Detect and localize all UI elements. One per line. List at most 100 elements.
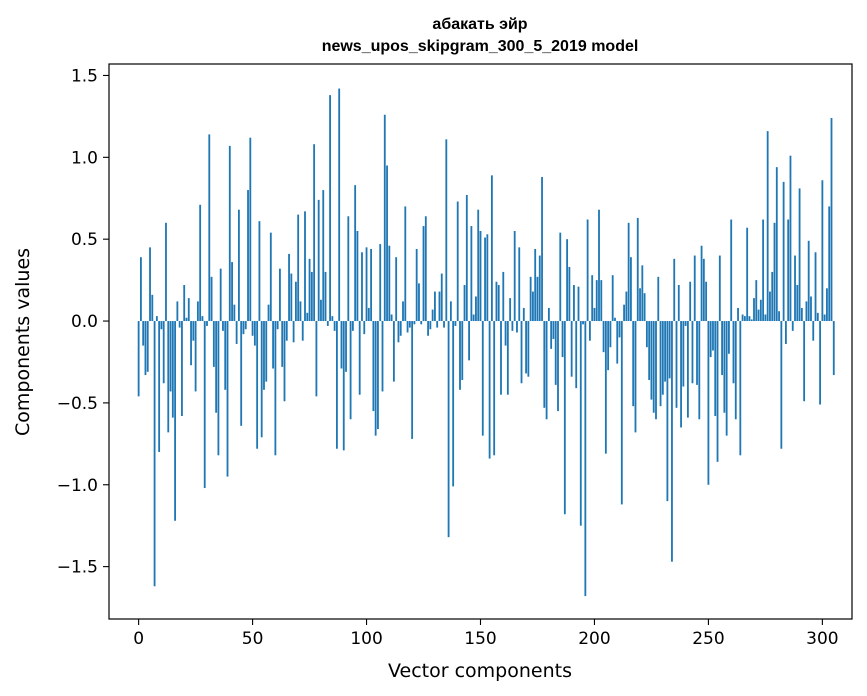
bar xyxy=(538,255,541,322)
bar xyxy=(281,321,284,367)
bar xyxy=(737,307,739,322)
bar xyxy=(144,321,147,376)
bar xyxy=(436,321,439,328)
bar xyxy=(304,211,306,322)
bar xyxy=(652,321,655,413)
bar xyxy=(666,321,669,502)
bar xyxy=(509,298,512,322)
bar xyxy=(256,321,259,449)
bar xyxy=(543,321,546,408)
bar xyxy=(732,321,735,384)
bar xyxy=(664,321,667,382)
bar xyxy=(689,281,692,322)
bar xyxy=(493,321,496,456)
bar xyxy=(151,294,154,322)
bar xyxy=(696,321,698,385)
bar xyxy=(290,273,293,322)
bar xyxy=(349,321,352,420)
x-tick-label: 200 xyxy=(578,629,610,649)
bar xyxy=(470,226,473,322)
bar xyxy=(488,321,491,459)
y-tick-label: 0.5 xyxy=(71,230,98,250)
bar xyxy=(527,321,530,377)
bar xyxy=(320,299,322,322)
bar xyxy=(712,321,714,351)
bar xyxy=(673,258,676,322)
bar xyxy=(725,321,728,436)
bar xyxy=(627,222,630,322)
bar xyxy=(529,276,532,322)
bar xyxy=(365,247,368,322)
bar xyxy=(406,321,409,333)
bar xyxy=(607,321,610,371)
bar xyxy=(816,312,819,322)
bar xyxy=(137,321,140,397)
bar xyxy=(146,321,149,372)
bar xyxy=(399,321,402,336)
chart-subtitle: news_upos_skipgram_300_5_2019 model xyxy=(322,38,639,55)
bar xyxy=(623,304,625,322)
x-tick-label: 300 xyxy=(806,629,838,649)
y-tick-label: −1.0 xyxy=(57,476,98,496)
bar xyxy=(222,321,224,331)
bar xyxy=(634,321,637,433)
bar xyxy=(830,118,833,322)
bar xyxy=(707,321,710,485)
bar xyxy=(675,321,678,408)
bar xyxy=(238,209,240,322)
bar xyxy=(431,309,434,322)
bar xyxy=(279,268,281,322)
chart-title: абакать эйр xyxy=(432,16,527,33)
bar xyxy=(739,321,742,456)
bar xyxy=(276,321,279,330)
bar xyxy=(520,321,523,384)
bar xyxy=(691,321,694,384)
bar xyxy=(155,316,158,322)
bar xyxy=(242,321,245,335)
bar xyxy=(743,316,746,322)
bar xyxy=(358,321,361,395)
bar xyxy=(427,321,429,336)
bar xyxy=(586,219,589,322)
bar xyxy=(292,321,295,343)
bar xyxy=(370,249,373,322)
bar xyxy=(415,249,418,322)
bar xyxy=(224,321,227,390)
bar xyxy=(445,139,448,322)
bar xyxy=(600,280,603,322)
bar xyxy=(778,311,780,322)
bar xyxy=(185,317,188,322)
bar xyxy=(249,137,252,322)
bar xyxy=(632,321,635,407)
bar xyxy=(769,291,771,322)
bar xyxy=(468,321,471,361)
bar xyxy=(497,285,500,322)
bar xyxy=(630,257,632,322)
bar xyxy=(604,321,607,454)
bar xyxy=(625,291,628,322)
bar xyxy=(561,321,564,358)
bar xyxy=(771,271,774,322)
bar xyxy=(167,321,170,433)
bar xyxy=(828,206,831,322)
bar xyxy=(477,209,480,322)
bar xyxy=(686,321,689,418)
bar xyxy=(584,321,587,597)
bar xyxy=(361,252,363,322)
bar xyxy=(377,321,379,430)
bar xyxy=(452,321,455,487)
bar xyxy=(684,321,687,326)
bar xyxy=(306,312,309,322)
bar xyxy=(575,321,578,389)
y-tick-label: 0.0 xyxy=(71,312,98,332)
bar xyxy=(210,276,213,322)
bar xyxy=(322,190,325,322)
bar xyxy=(443,321,445,328)
bar xyxy=(465,194,468,322)
bar xyxy=(340,321,343,369)
bar xyxy=(506,321,509,395)
bar xyxy=(591,275,594,322)
bar xyxy=(511,321,514,331)
bar xyxy=(500,321,502,395)
